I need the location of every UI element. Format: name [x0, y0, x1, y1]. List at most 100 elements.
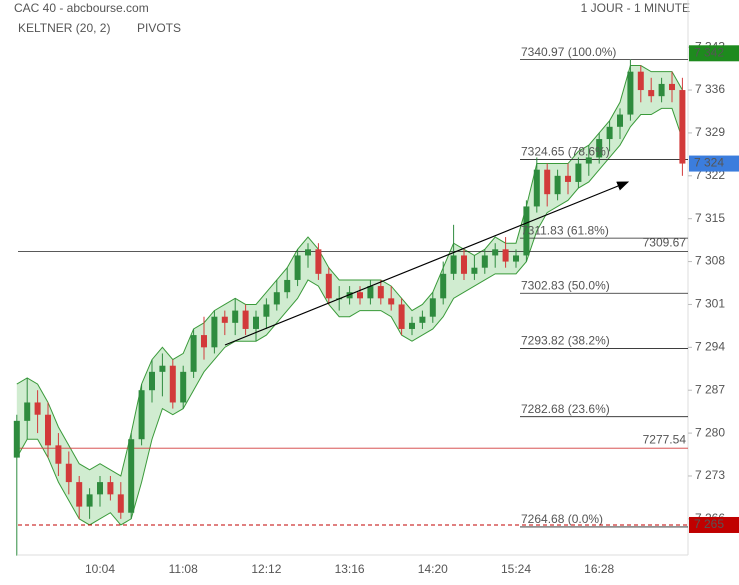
candle-body [606, 126, 613, 140]
candle-body [232, 310, 239, 323]
fib-label: 7324.65 (78.6%) [521, 145, 610, 159]
candle-body [637, 71, 644, 91]
candle-body [159, 365, 166, 372]
x-tick-label: 12:12 [251, 562, 281, 576]
candle-body [658, 83, 665, 97]
candle-body [315, 249, 322, 274]
y-tick-label: 7 273 [695, 468, 725, 482]
candle-body [377, 286, 384, 299]
candle-body [294, 255, 301, 280]
chart-title: CAC 40 - abcbourse.com [14, 1, 149, 15]
fib-label: 7264.68 (0.0%) [521, 512, 603, 526]
candle-body [461, 255, 467, 274]
candle-body [398, 304, 405, 329]
y-tick-label: 7 301 [695, 297, 725, 311]
candle-body [648, 90, 655, 97]
candle-body [13, 420, 20, 458]
x-tick-label: 10:04 [85, 562, 115, 576]
x-tick-label: 14:20 [418, 562, 448, 576]
level-label: 7309.67 [643, 236, 687, 250]
y-tick-label: 7 287 [695, 382, 725, 396]
candle-body [346, 292, 353, 299]
candle-body [273, 292, 280, 305]
candle-body [679, 90, 686, 164]
candle-body [492, 249, 499, 256]
candle-body [253, 316, 259, 329]
x-tick-label: 13:16 [335, 562, 365, 576]
candle-body [221, 316, 228, 323]
fib-label: 7302.83 (50.0%) [521, 278, 610, 292]
y-tick-label: 7 280 [695, 425, 725, 439]
candle-body [523, 206, 530, 256]
price-tag [689, 155, 739, 172]
candle-body [575, 163, 582, 182]
candle-body [86, 494, 93, 507]
candle-body [533, 169, 540, 207]
x-tick-label: 15:24 [501, 562, 531, 576]
candle-body [242, 310, 249, 329]
fib-label: 7340.97 (100.0%) [521, 45, 616, 59]
candle-body [440, 273, 447, 299]
candle-body [325, 273, 332, 299]
candle-body [471, 267, 478, 274]
x-tick-label: 16:28 [584, 562, 614, 576]
candle-body [513, 255, 519, 262]
candle-body [190, 335, 197, 372]
indicator-label: PIVOTS [137, 21, 181, 35]
candle-body [419, 316, 426, 323]
indicator-label: KELTNER (20, 2) [18, 21, 110, 35]
candle-body [585, 157, 592, 164]
level-label: 7277.54 [643, 432, 687, 446]
candle-body [388, 298, 395, 305]
candle-body [554, 175, 561, 195]
candle-body [149, 371, 155, 391]
candle-body [617, 114, 623, 127]
price-tag [689, 516, 739, 533]
y-tick-label: 7 294 [695, 340, 725, 354]
candle-body [117, 494, 124, 513]
candle-body [357, 292, 363, 299]
fib-label: 7311.83 (61.8%) [521, 223, 609, 237]
candle-body [24, 402, 31, 421]
candle-body [305, 249, 311, 256]
candle-body [429, 298, 436, 317]
candle-body [138, 390, 145, 440]
candle-body [34, 402, 41, 415]
candle-body [596, 139, 603, 158]
price-tag [689, 45, 739, 62]
candle-body [128, 439, 135, 513]
y-tick-label: 7 329 [695, 125, 725, 139]
candle-body [201, 335, 207, 348]
fib-label: 7293.82 (38.2%) [521, 334, 610, 348]
candle-body [544, 169, 551, 195]
candle-body [263, 304, 270, 317]
candle-body [565, 175, 571, 182]
trend-arrow [224, 181, 630, 346]
candle-body [169, 365, 176, 403]
candle-body [502, 249, 509, 262]
candle-body [284, 279, 291, 293]
candle-body [211, 316, 218, 348]
candle-body [45, 414, 51, 446]
candle-body [180, 371, 187, 403]
candle-body [367, 286, 374, 299]
candle-body [65, 463, 72, 483]
candle-body [76, 482, 83, 507]
candle-body [97, 482, 103, 495]
y-tick-label: 7 315 [695, 211, 725, 225]
price-tag-label: 7 265 [694, 517, 724, 531]
chart-subtitle: 1 JOUR - 1 MINUTE [581, 1, 690, 15]
candle-body [627, 71, 634, 115]
keltner-lower [16, 107, 683, 526]
candle-body [450, 255, 457, 274]
fib-label: 7282.68 (23.6%) [521, 402, 610, 416]
candle-body [669, 83, 675, 91]
candle-body [481, 255, 488, 268]
candle-body [409, 322, 415, 329]
y-tick-label: 7 336 [695, 82, 725, 96]
candle-body [107, 482, 114, 495]
price-tag-label: 7 342 [694, 45, 724, 59]
y-tick-label: 7 308 [695, 254, 725, 268]
candle-body [55, 445, 62, 464]
